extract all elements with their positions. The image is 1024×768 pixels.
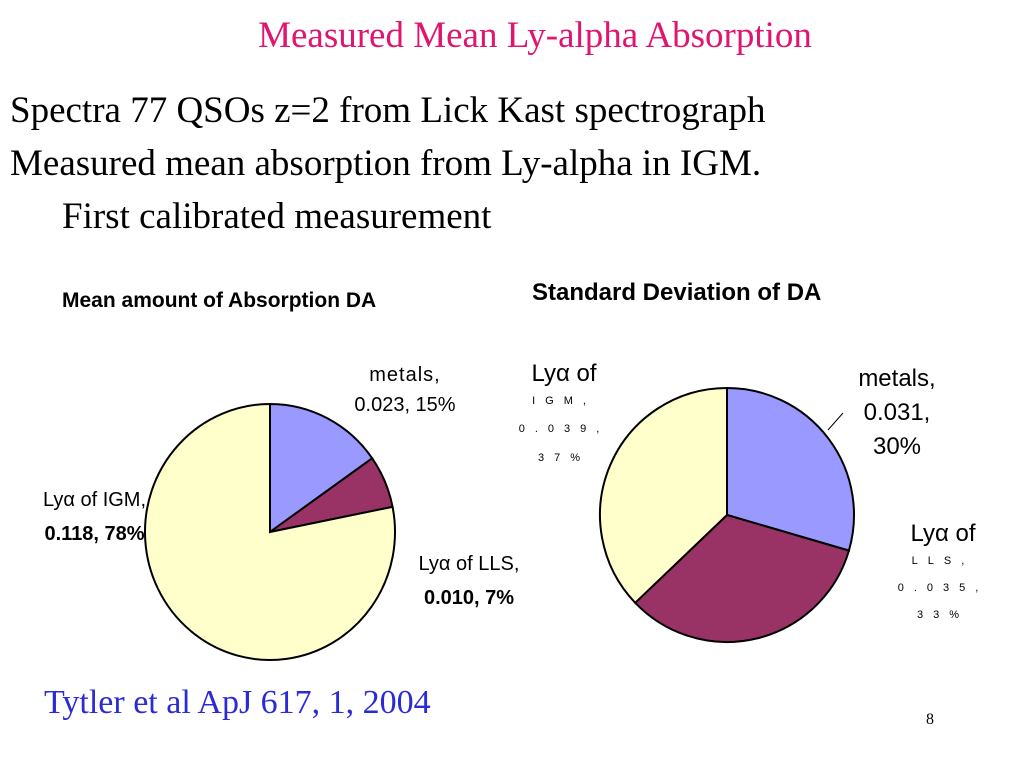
pie-2-label-igm: Lyα of IGM, 0.039, 37% xyxy=(518,360,610,464)
pie-2-label-lls: Lyα of LLS, 0.035, 33% xyxy=(897,520,989,621)
pie-1-slice-ly-of-igm xyxy=(144,402,396,661)
bullet-line-1: Spectra 77 QSOs z=2 from Lick Kast spect… xyxy=(10,90,766,131)
citation: Tytler et al ApJ 617, 1, 2004 xyxy=(44,684,431,721)
pie-2-slice-metals xyxy=(726,386,855,552)
slide-title: Measured Mean Ly-alpha Absorption xyxy=(258,15,812,56)
bullet-list: Spectra 77 QSOs z=2 from Lick Kast spect… xyxy=(10,84,1010,243)
chart-1-title: Mean amount of Absorption DA xyxy=(62,289,377,312)
pie-2-metals-leader-line xyxy=(827,412,844,431)
pie-1-label-metals: metals, 0.023, 15% xyxy=(354,364,456,416)
pie-2-slice-ly-of-igm xyxy=(599,386,728,605)
pie-chart-mean-absorption xyxy=(144,402,396,661)
bullet-line-2: Measured mean absorption from Ly-alpha i… xyxy=(10,143,762,184)
bullet-line-3: First calibrated measurement xyxy=(62,196,492,237)
pie-1-slice-metals xyxy=(269,402,374,534)
page-number: 8 xyxy=(926,711,934,728)
pie-1-label-igm: Lyα of IGM, 0.118, 78% xyxy=(42,489,147,545)
chart-2-title: Standard Deviation of DA xyxy=(532,279,822,306)
pie-2-label-metals: metals, 0.031, 30% xyxy=(858,365,936,460)
pie-1-label-lls: Lyα of LLS, 0.010, 7% xyxy=(418,553,520,609)
pie-chart-standard-deviation xyxy=(599,386,855,643)
pie-2-slice-ly-of-lls xyxy=(633,513,851,643)
